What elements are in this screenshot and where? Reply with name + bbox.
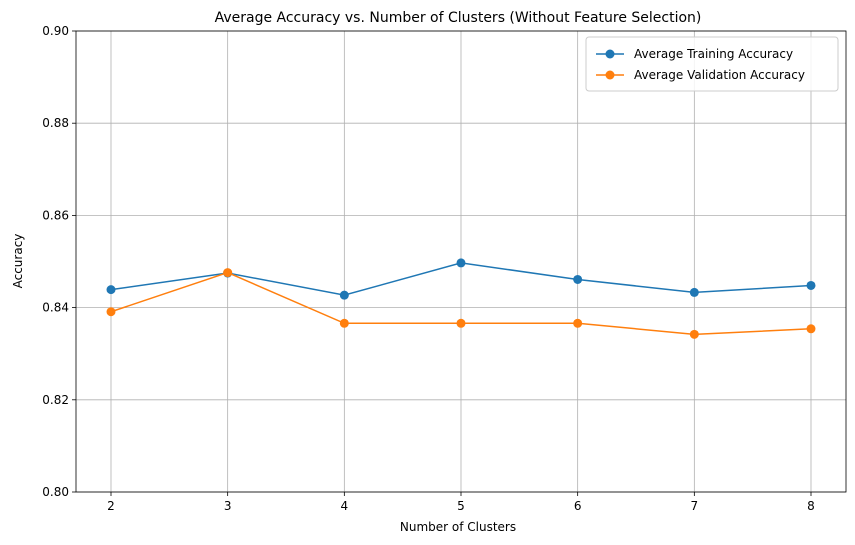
legend-label: Average Training Accuracy <box>634 47 793 61</box>
x-tick-label: 8 <box>807 499 815 513</box>
legend-marker <box>605 70 615 80</box>
x-tick-label: 6 <box>574 499 582 513</box>
y-tick-label: 0.80 <box>42 485 69 499</box>
data-point <box>806 280 816 290</box>
data-point <box>806 324 816 334</box>
x-tick-label: 3 <box>224 499 232 513</box>
y-tick-label: 0.82 <box>42 393 69 407</box>
y-tick-label: 0.88 <box>42 116 69 130</box>
y-axis-label: Accuracy <box>11 234 25 289</box>
x-tick-label: 5 <box>457 499 465 513</box>
legend-label: Average Validation Accuracy <box>634 68 805 82</box>
data-point <box>223 268 233 278</box>
x-tick-label: 2 <box>107 499 115 513</box>
x-tick-label: 7 <box>691 499 699 513</box>
data-point <box>689 329 699 339</box>
legend-marker <box>605 49 615 59</box>
data-point <box>456 318 466 328</box>
data-point <box>573 274 583 284</box>
x-tick-label: 4 <box>341 499 349 513</box>
legend-frame <box>585 36 839 92</box>
data-point <box>339 290 349 300</box>
legend-item: Average Validation Accuracy <box>596 68 805 82</box>
ticks: 2 3 4 5 6 7 8 0.80 0.82 0.84 0.86 0.88 0.90 <box>42 24 815 513</box>
series-layer <box>106 258 816 339</box>
series-2 <box>106 268 816 339</box>
chart-title: Average Accuracy vs. Number of Clusters … <box>215 10 702 26</box>
x-axis-label: Number of Clusters <box>400 520 516 534</box>
data-point <box>456 258 466 268</box>
data-point <box>573 318 583 328</box>
legend-item: Average Training Accuracy <box>596 47 793 61</box>
legend: Average Training Accuracy Average Validat… <box>585 36 839 92</box>
y-tick-label: 0.84 <box>42 301 69 315</box>
y-tick-label: 0.90 <box>42 24 69 38</box>
data-point <box>339 318 349 328</box>
data-point <box>689 287 699 297</box>
data-point <box>106 307 116 317</box>
data-point <box>106 285 116 295</box>
y-tick-label: 0.86 <box>42 208 69 222</box>
